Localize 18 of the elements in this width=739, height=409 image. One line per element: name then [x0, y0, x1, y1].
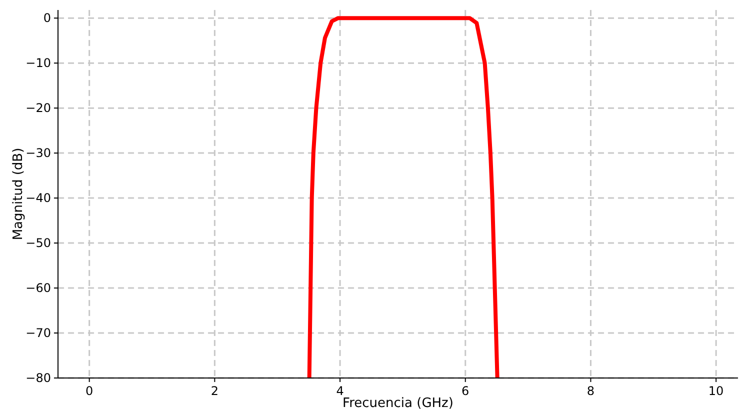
- y-tick-label: −50: [26, 236, 51, 250]
- y-tick-label: −60: [26, 281, 51, 296]
- x-tick-label: 0: [86, 384, 94, 398]
- y-tick-label: −10: [26, 56, 51, 70]
- x-tick-label: 2: [210, 384, 218, 398]
- y-tick-label: 0: [43, 11, 51, 26]
- x-tick-label: 4: [336, 384, 344, 398]
- x-axis-title: Frecuencia (GHz): [342, 396, 454, 409]
- y-axis-title: Magnitud (dB): [11, 148, 26, 240]
- y-tick-label: −20: [26, 101, 51, 116]
- x-tick-label: 8: [586, 384, 595, 398]
- x-tick-label: 10: [708, 384, 724, 398]
- y-tick-label: −30: [26, 146, 51, 160]
- y-tick-label: −70: [26, 326, 51, 340]
- x-tick-label: 6: [462, 384, 470, 398]
- y-tick-label: −40: [26, 191, 51, 206]
- y-tick-label: −80: [26, 371, 51, 385]
- line-series: [307, 16, 500, 378]
